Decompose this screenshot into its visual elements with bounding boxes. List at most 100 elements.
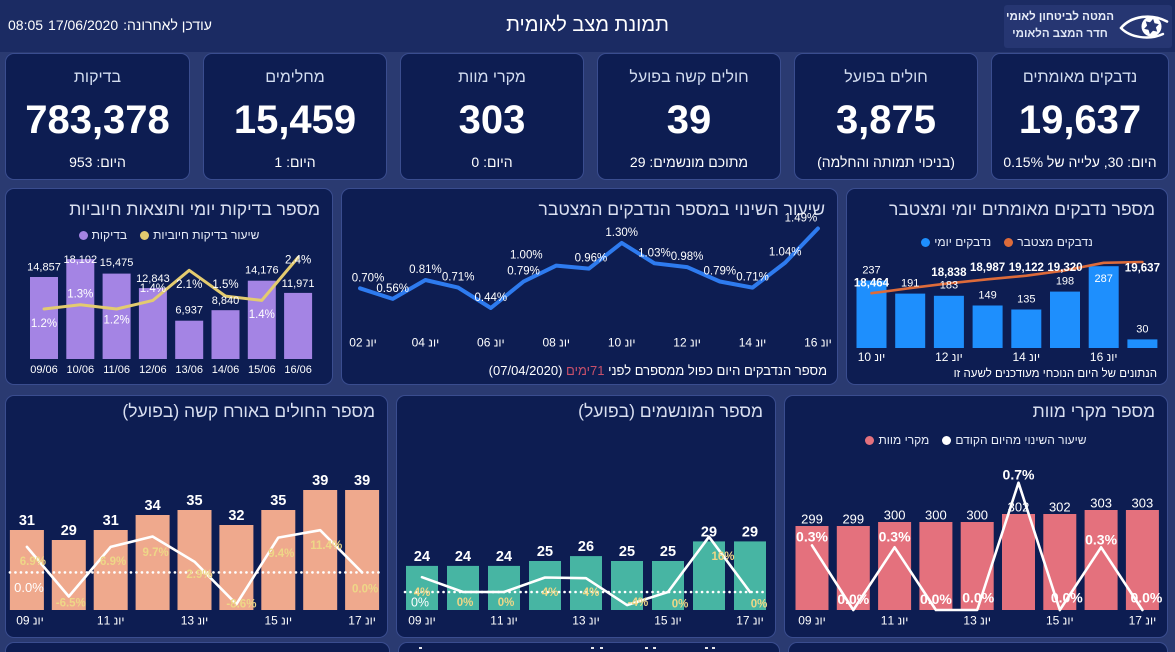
severe-bar[interactable]: [177, 510, 212, 610]
legend-label: מקרי מוות: [878, 433, 930, 447]
ventilated-bar[interactable]: [570, 556, 602, 610]
x-axis-label: 15/06: [248, 364, 276, 376]
daily-infected-bar[interactable]: [1011, 309, 1042, 349]
chart-title: מספר החולים באורח קשה (בפועל): [122, 401, 375, 421]
tests-bar[interactable]: [30, 277, 58, 359]
severe-bar[interactable]: [9, 530, 44, 610]
tests-bar[interactable]: [66, 259, 95, 359]
deaths-bar[interactable]: [1084, 510, 1118, 610]
cumulative-value-label: 18,987: [970, 262, 1005, 274]
line-value-label: -8.6%: [226, 599, 256, 611]
line-value-label: 1.3%: [67, 288, 93, 300]
severe-bar[interactable]: [303, 490, 338, 610]
bar-value-label: 287: [1095, 273, 1113, 285]
line-value-label: 1.00%: [510, 250, 543, 262]
tests-bar[interactable]: [247, 280, 276, 359]
ventilated-bar[interactable]: [406, 565, 438, 610]
kpi-subtext: היום: 1: [274, 154, 316, 170]
legend-item[interactable]: שיעור השינוי מהיום הקודם: [942, 433, 1087, 447]
line-value-label: 1.4%: [249, 309, 275, 321]
x-axis-label: יונ 16: [804, 336, 832, 350]
severe-bar[interactable]: [261, 510, 296, 610]
line-value-label: 0.44%: [475, 292, 508, 304]
positive-rate-line: [42, 255, 300, 311]
daily-infected-bar[interactable]: [895, 293, 926, 348]
daily-infected-bar[interactable]: [1127, 339, 1158, 348]
severe-bar[interactable]: [135, 515, 170, 610]
line-value-label: 1.03%: [638, 247, 671, 259]
bar-value-label: 31: [103, 513, 119, 529]
last-updated-label: עודכן לאחרונה:: [123, 17, 212, 33]
tests-bar[interactable]: [211, 310, 240, 359]
daily-infected-bar[interactable]: [972, 305, 1003, 349]
bar-value-label: 18,102: [63, 254, 97, 266]
legend-item[interactable]: שיעור בדיקות חיוביות: [140, 228, 259, 242]
severe-bar[interactable]: [345, 490, 380, 610]
kpi-title: חולים בפועל: [844, 69, 928, 86]
x-axis-label: יונ 12: [935, 350, 963, 364]
chart-card-severe: מספר החולים באורח קשה (בפועל) 0.0% 31 29 31…: [5, 395, 388, 638]
x-axis-label: 12/06: [139, 364, 167, 376]
line-value-label: 1.2%: [103, 315, 129, 327]
x-axis-label: יונ 09: [798, 614, 826, 628]
line-value-label: 2.9%: [186, 569, 212, 581]
x-axis-label: יונ 12: [673, 336, 701, 350]
bar-value-label: 12,843: [136, 273, 170, 285]
next-row-card: [5, 642, 390, 652]
x-axis-label: יונ 15: [654, 614, 682, 628]
cumulative-value-label: 18,464: [854, 278, 890, 290]
x-axis-label: יונ 17: [736, 614, 764, 628]
chart-title: מספר המונשמים (בפועל): [578, 401, 763, 421]
ventilated-bar[interactable]: [652, 561, 684, 610]
legend-item[interactable]: בדיקות: [78, 228, 127, 242]
deaths-bar[interactable]: [836, 526, 870, 610]
bar-value-label: 39: [354, 473, 370, 489]
x-axis-label: יונ 09: [16, 614, 44, 628]
legend-item[interactable]: מקרי מוות: [865, 433, 929, 447]
legend-item[interactable]: נדבקים מצטבר: [1004, 235, 1093, 249]
chart-title: מספר נדבקים מאומתים יומי ומצטבר: [888, 199, 1155, 219]
line-value-label: -6.5%: [56, 597, 86, 609]
bar-value-label: 15,475: [100, 257, 134, 269]
daily-infected-bar[interactable]: [1088, 266, 1119, 348]
deaths-bar[interactable]: [795, 526, 829, 610]
legend-item[interactable]: נדבקים יומי: [921, 235, 991, 249]
kpi-subtext: (בניכוי תמותה והחלמה): [817, 154, 955, 170]
tests-bar[interactable]: [284, 292, 313, 359]
tests-bar[interactable]: [102, 273, 131, 359]
line-value-label: 0.81%: [409, 264, 442, 276]
severe-bar[interactable]: [219, 525, 254, 610]
line-value-label: 0.7%: [1003, 467, 1035, 483]
footnote-date: (07/04/2020): [488, 363, 563, 378]
x-axis-label: 16/06: [284, 364, 312, 376]
bar-value-label: 30: [1136, 323, 1148, 335]
line-value-label: 0.0%: [962, 589, 994, 605]
legend-dot-icon: [942, 435, 952, 445]
daily-infected-bar[interactable]: [1050, 291, 1080, 348]
daily-infected-bar[interactable]: [933, 295, 964, 348]
line-value-label: 0%: [751, 598, 768, 610]
bar-value-label: 300: [925, 507, 947, 522]
tests-bar[interactable]: [175, 320, 204, 359]
legend: שיעור השינוי מהיום הקודם מקרי מוות: [785, 433, 1167, 447]
footnote-highlight: 71ימים: [566, 363, 605, 378]
x-axis-label: יונ 15: [264, 614, 292, 628]
deaths-bar[interactable]: [960, 522, 994, 610]
kpi-title: חולים קשה בפועל: [629, 69, 749, 86]
bar-value-label: 24: [496, 549, 512, 565]
last-updated-time: 08:05: [8, 17, 44, 33]
line-value-label: 0.71%: [442, 272, 475, 284]
kpi-title: מקרי מוות: [458, 69, 526, 86]
cutoff-text-mark: [591, 647, 594, 649]
line-value-label: 1.2%: [31, 318, 57, 330]
severe-bar[interactable]: [93, 530, 128, 610]
x-axis-label: 10/06: [67, 364, 95, 376]
severe-bar[interactable]: [51, 540, 86, 610]
legend-label: נדבקים יומי: [934, 235, 992, 249]
bar-value-label: 32: [228, 508, 244, 524]
ventilated-bar[interactable]: [529, 561, 561, 610]
bar-value-label: 300: [966, 507, 988, 522]
kpi-card-severe: חולים קשה בפועל 39 מתוכם מונשמים: 29: [597, 53, 781, 180]
deaths-bar[interactable]: [1002, 514, 1035, 610]
